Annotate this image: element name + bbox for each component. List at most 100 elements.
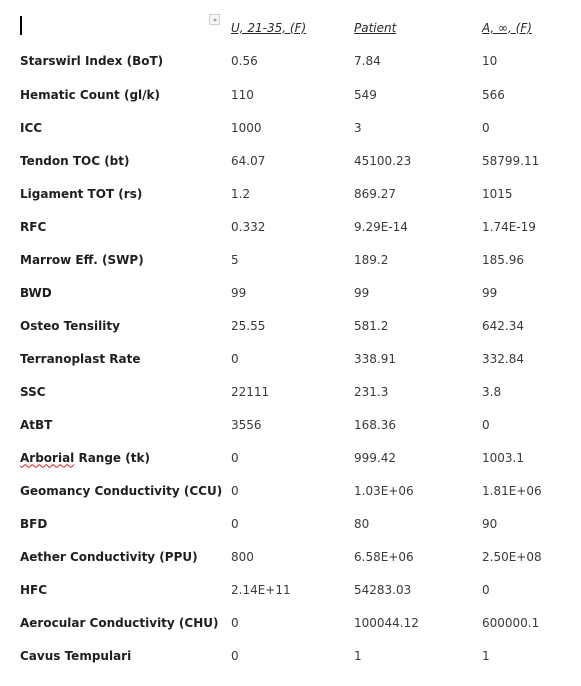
header-cell-reference-a: A, ∞, (F) (482, 20, 532, 35)
value-cell: 45100.23 (354, 153, 412, 168)
value-cell: 800 (231, 549, 254, 564)
table-row: BFD 0 80 90 (0, 507, 560, 540)
filter-dropdown-icon[interactable] (209, 14, 220, 25)
spellcheck-flagged-word[interactable]: Arborial (20, 450, 75, 465)
value-cell: 100044.12 (354, 615, 419, 630)
row-label: BFD (20, 516, 48, 531)
value-cell: 99 (354, 285, 370, 300)
table-row: AtBT 3556 168.36 0 (0, 408, 560, 441)
row-label: Starswirl Index (BoT) (20, 53, 164, 68)
row-label: Arborial Range (tk) (0, 441, 231, 474)
value-cell: 999.42 (354, 450, 396, 465)
table-row: SSC 22111 231.3 3.8 (0, 375, 560, 408)
header-cell-reference-u: U, 21-35, (F) (231, 20, 307, 35)
row-label: Tendon TOC (bt) (20, 153, 130, 168)
table-row: Tendon TOC (bt) 64.07 45100.23 58799.11 (0, 144, 560, 177)
value-cell: 185.96 (482, 252, 524, 267)
value-cell: 0.56 (231, 53, 258, 68)
value-cell: 549 (354, 87, 377, 102)
row-label: Geomancy Conductivity (CCU) (20, 483, 223, 498)
value-cell: 90 (482, 516, 498, 531)
value-cell: 3.8 (482, 384, 502, 399)
table-row: BWD 99 99 99 (0, 276, 560, 309)
value-cell: 64.07 (231, 153, 266, 168)
row-label: HFC (20, 582, 48, 597)
table-row: Osteo Tensility 25.55 581.2 642.34 (0, 309, 560, 342)
value-cell: 1015 (482, 186, 513, 201)
value-cell: 168.36 (354, 417, 396, 432)
value-cell: 25.55 (231, 318, 266, 333)
value-cell: 1.81E+06 (482, 483, 542, 498)
table-row: Starswirl Index (BoT) 0.56 7.84 10 (0, 43, 560, 78)
value-cell: 338.91 (354, 351, 396, 366)
value-cell: 1 (354, 648, 362, 663)
table-row: ICC 1000 3 0 (0, 111, 560, 144)
value-cell: 22111 (231, 384, 270, 399)
row-label: Osteo Tensility (20, 318, 120, 333)
table-row: Geomancy Conductivity (CCU) 0 1.03E+06 1… (0, 474, 560, 507)
value-cell: 0 (231, 648, 239, 663)
table-row: Aerocular Conductivity (CHU) 0 100044.12… (0, 606, 560, 639)
value-cell: 0 (231, 483, 239, 498)
value-cell: 581.2 (354, 318, 389, 333)
value-cell: 642.34 (482, 318, 524, 333)
row-label: Cavus Tempulari (20, 648, 132, 663)
data-table: U, 21-35, (F) Patient A, ∞, (F) Starswir… (0, 12, 560, 672)
value-cell: 99 (231, 285, 247, 300)
value-cell: 1 (482, 648, 490, 663)
row-label: ICC (20, 120, 43, 135)
value-cell: 189.2 (354, 252, 389, 267)
table-row: HFC 2.14E+11 54283.03 0 (0, 573, 560, 606)
value-cell: 5 (231, 252, 239, 267)
value-cell: 3 (354, 120, 362, 135)
row-label: BWD (20, 285, 52, 300)
value-cell: 0 (231, 516, 239, 531)
value-cell: 332.84 (482, 351, 524, 366)
value-cell: 231.3 (354, 384, 389, 399)
value-cell: 0 (482, 120, 490, 135)
row-label: Terranoplast Rate (20, 351, 141, 366)
row-label: Aerocular Conductivity (CHU) (20, 615, 219, 630)
value-cell: 566 (482, 87, 505, 102)
value-cell: 10 (482, 53, 498, 68)
header-cell-empty (0, 12, 231, 43)
value-cell: 99 (482, 285, 498, 300)
row-label: Ligament TOT (rs) (20, 186, 143, 201)
value-cell: 600000.1 (482, 615, 540, 630)
text-cursor (20, 16, 22, 35)
row-label: SSC (20, 384, 46, 399)
value-cell: 58799.11 (482, 153, 540, 168)
row-label-rest: Range (tk) (74, 450, 150, 465)
row-label: Aether Conductivity (PPU) (20, 549, 198, 564)
row-label: AtBT (20, 417, 53, 432)
value-cell: 0 (231, 351, 239, 366)
value-cell: 6.58E+06 (354, 549, 414, 564)
table-row: Marrow Eff. (SWP) 5 189.2 185.96 (0, 243, 560, 276)
value-cell: 0 (482, 417, 490, 432)
value-cell: 7.84 (354, 53, 381, 68)
value-cell: 2.50E+08 (482, 549, 542, 564)
row-label: RFC (20, 219, 47, 234)
value-cell: 869.27 (354, 186, 396, 201)
value-cell: 80 (354, 516, 370, 531)
value-cell: 3556 (231, 417, 262, 432)
value-cell: 1003.1 (482, 450, 524, 465)
table-row: Arborial Range (tk) 0 999.42 1003.1 (0, 441, 560, 474)
table-row: Cavus Tempulari 0 1 1 (0, 639, 560, 672)
table-row: Aether Conductivity (PPU) 800 6.58E+06 2… (0, 540, 560, 573)
value-cell: 0 (231, 615, 239, 630)
header-row: U, 21-35, (F) Patient A, ∞, (F) (0, 12, 560, 43)
value-cell: 1.2 (231, 186, 251, 201)
value-cell: 0.332 (231, 219, 266, 234)
table-row: RFC 0.332 9.29E-14 1.74E-19 (0, 210, 560, 243)
table-row: Hematic Count (gl/k) 110 549 566 (0, 78, 560, 111)
value-cell: 54283.03 (354, 582, 412, 597)
row-label: Hematic Count (gl/k) (20, 87, 161, 102)
value-cell: 0 (231, 450, 239, 465)
table-row: Terranoplast Rate 0 338.91 332.84 (0, 342, 560, 375)
table-row: Ligament TOT (rs) 1.2 869.27 1015 (0, 177, 560, 210)
value-cell: 1000 (231, 120, 262, 135)
value-cell: 2.14E+11 (231, 582, 291, 597)
value-cell: 110 (231, 87, 254, 102)
